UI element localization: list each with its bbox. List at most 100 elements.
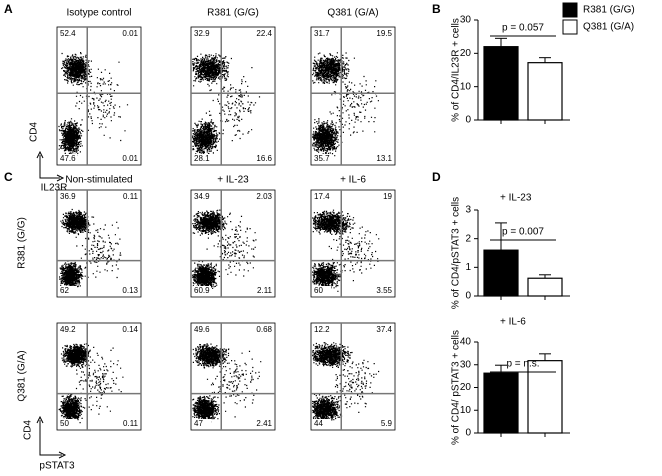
quadrant-value: 2.03 bbox=[256, 192, 272, 201]
y-axis-label: CD4 bbox=[23, 420, 34, 440]
density-dots bbox=[312, 52, 379, 157]
flow-plot: 52.4 0.01 47.6 0.01 bbox=[56, 26, 142, 166]
quadrant-value: 47.6 bbox=[60, 154, 76, 163]
y-tick-label: 10 bbox=[460, 405, 472, 416]
x-axis-label: pSTAT3 bbox=[39, 461, 75, 472]
quadrant-value: 5.9 bbox=[381, 419, 393, 428]
plot-title: R381 (G/G) bbox=[207, 8, 259, 19]
y-tick-label: 20 bbox=[460, 48, 472, 59]
label-bg bbox=[59, 286, 77, 296]
quadrant-value: 60 bbox=[314, 286, 323, 295]
y-tick-label: 0 bbox=[465, 428, 471, 439]
bar bbox=[483, 372, 519, 434]
y-axis-label: CD4 bbox=[29, 122, 40, 142]
flow-plot: 32.9 22.4 28.1 16.6 bbox=[190, 26, 276, 166]
panel-label: A bbox=[4, 2, 13, 16]
label-bg bbox=[59, 419, 77, 429]
bar bbox=[483, 249, 519, 297]
flow-plot: 31.7 19.5 35.7 13.1 bbox=[310, 26, 396, 166]
label-bg bbox=[193, 286, 211, 296]
plot-title: Q381 (G/A) bbox=[327, 8, 378, 19]
x-axis-label: IL23R bbox=[41, 183, 68, 194]
density-dots bbox=[192, 343, 262, 425]
y-tick-label: 10 bbox=[460, 81, 472, 92]
panel-label: B bbox=[432, 2, 441, 16]
plot-title: Isotype control bbox=[66, 8, 131, 19]
bar bbox=[527, 62, 563, 121]
density-dots bbox=[192, 209, 257, 290]
quadrant-value: 62 bbox=[60, 286, 69, 295]
y-tick-label: 0 bbox=[465, 291, 471, 302]
quadrant-value: 37.4 bbox=[376, 325, 392, 334]
bar bbox=[527, 277, 563, 297]
legend-label: R381 (G/G) bbox=[583, 5, 635, 16]
quadrant-value: 2.41 bbox=[256, 419, 272, 428]
density-dots bbox=[58, 343, 124, 425]
flow-plot: 49.2 0.14 50 0.11 bbox=[56, 322, 142, 431]
quadrant-value: 13.1 bbox=[376, 154, 392, 163]
quadrant-value: 35.7 bbox=[314, 154, 330, 163]
label-bg bbox=[313, 154, 331, 164]
annotation: p = 0.057 bbox=[502, 23, 544, 34]
y-tick-label: 20 bbox=[460, 382, 472, 393]
row-label: R381 (G/G) bbox=[17, 217, 28, 269]
quadrant-value: 47 bbox=[194, 419, 203, 428]
label-bg bbox=[313, 419, 331, 429]
quadrant-value: 19.5 bbox=[376, 29, 392, 38]
column-title: + IL-6 bbox=[340, 175, 366, 186]
flow-plot: 49.6 0.68 47 2.41 bbox=[190, 322, 276, 431]
flow-plot: 34.9 2.03 60.9 2.11 bbox=[190, 189, 276, 298]
annotation: p = 0.007 bbox=[502, 227, 544, 238]
flow-plot: 36.9 0.11 62 0.13 bbox=[56, 189, 142, 298]
quadrant-value: 44 bbox=[314, 419, 323, 428]
y-tick-label: 3 bbox=[465, 205, 471, 216]
quadrant-value: 19 bbox=[383, 192, 392, 201]
quadrant-value: 16.6 bbox=[256, 154, 272, 163]
panel-label: C bbox=[4, 170, 13, 184]
label-bg bbox=[193, 154, 211, 164]
quadrant-value: 28.1 bbox=[194, 154, 210, 163]
quadrant-value: 49.6 bbox=[194, 325, 210, 334]
quadrant-value: 0.13 bbox=[122, 286, 138, 295]
quadrant-value: 60.9 bbox=[194, 286, 210, 295]
quadrant-value: 0.11 bbox=[123, 419, 139, 428]
y-axis-label: % of CD4/pSTAT3 + cells bbox=[451, 197, 462, 309]
chart-subtitle: + IL-23 bbox=[500, 193, 532, 204]
quadrant-value: 49.2 bbox=[60, 325, 76, 334]
y-tick-label: 40 bbox=[460, 337, 472, 348]
quadrant-value: 31.7 bbox=[314, 29, 330, 38]
chart-subtitle: + IL-6 bbox=[500, 317, 526, 328]
label-bg bbox=[193, 419, 211, 429]
quadrant-value: 2.11 bbox=[257, 286, 273, 295]
quadrant-value: 0.01 bbox=[122, 29, 138, 38]
quadrant-value: 12.2 bbox=[314, 325, 330, 334]
quadrant-value: 22.4 bbox=[256, 29, 272, 38]
flow-plot: 12.2 37.4 44 5.9 bbox=[310, 322, 396, 431]
y-axis-label: % of CD4/IL23R + cells bbox=[451, 18, 462, 122]
legend-label: Q381 (G/A) bbox=[583, 22, 634, 33]
quadrant-value: 3.55 bbox=[376, 286, 392, 295]
legend-swatch bbox=[562, 2, 578, 18]
bar bbox=[483, 46, 519, 121]
legend-swatch bbox=[562, 19, 578, 35]
quadrant-value: 36.9 bbox=[60, 192, 76, 201]
quadrant-value: 0.68 bbox=[256, 325, 272, 334]
quadrant-value: 0.01 bbox=[122, 154, 138, 163]
flow-plot: 17.4 19 60 3.55 bbox=[310, 189, 396, 298]
density-dots bbox=[192, 53, 261, 157]
y-tick-label: 30 bbox=[460, 359, 472, 370]
label-bg bbox=[59, 154, 77, 164]
plot-frame bbox=[310, 26, 396, 166]
density-dots bbox=[58, 52, 129, 157]
quadrant-value: 17.4 bbox=[314, 192, 330, 201]
axis-arrows bbox=[36, 150, 67, 459]
plot-frame bbox=[56, 26, 142, 166]
column-title: Non-stimulated bbox=[65, 175, 132, 186]
quadrant-value: 34.9 bbox=[194, 192, 210, 201]
quadrant-value: 0.11 bbox=[123, 192, 139, 201]
row-label: Q381 (G/A) bbox=[17, 350, 28, 401]
y-tick-label: 2 bbox=[465, 233, 471, 244]
y-tick-label: 0 bbox=[465, 115, 471, 126]
column-title: + IL-23 bbox=[217, 175, 249, 186]
